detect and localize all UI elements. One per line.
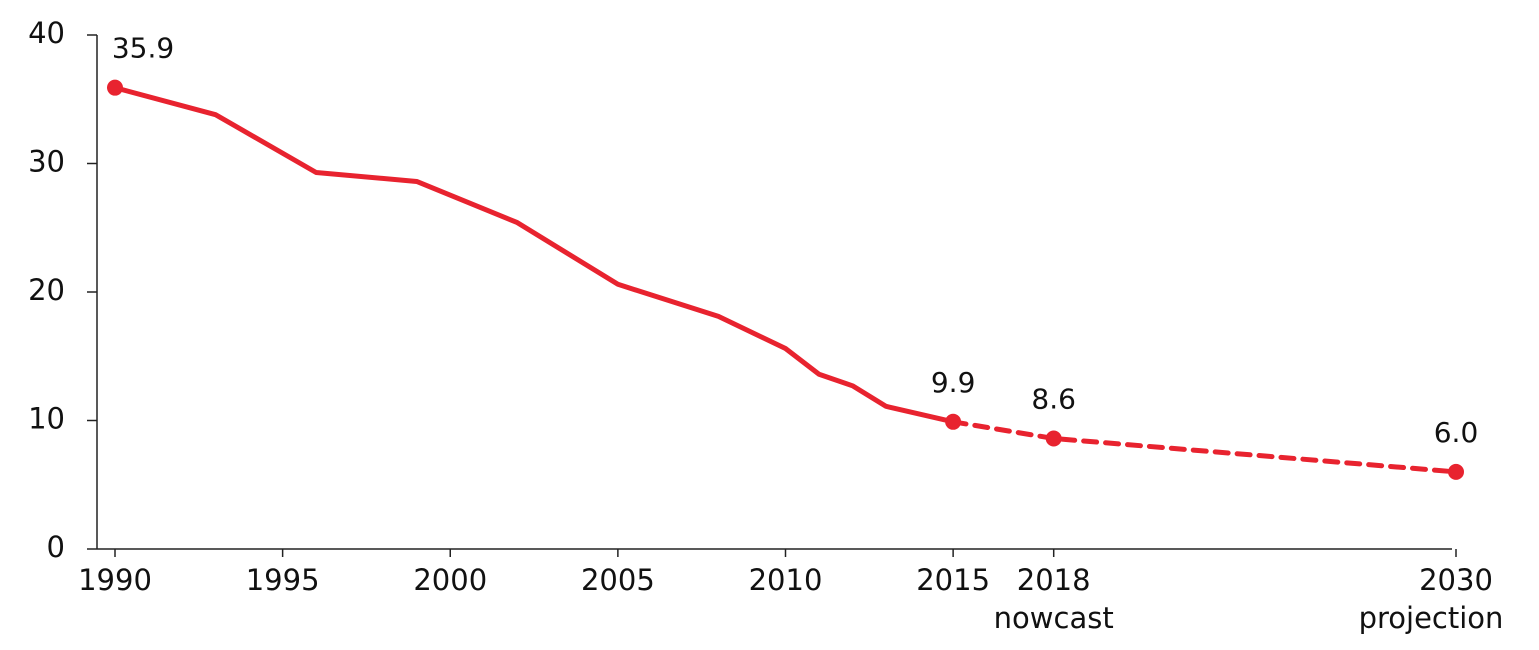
data-point-label: 9.9 (931, 366, 976, 399)
x-tick-label: 2018 (1017, 563, 1091, 597)
series-layer (112, 85, 1459, 475)
x-ticks: 1990 1995 2000 2005 2010 2015 2018 nowcast 2030 p… (78, 549, 1503, 635)
data-point-label: 6.0 (1434, 416, 1479, 449)
x-tick-label: 1990 (78, 563, 152, 597)
y-tick-label: 40 (28, 16, 65, 50)
y-ticks: 0 10 20 30 40 (28, 16, 97, 564)
x-tick-label: 2015 (916, 563, 990, 597)
data-point-marker (1045, 430, 1062, 447)
points-layer: 35.9 9.9 8.6 6.0 (107, 32, 1478, 480)
data-point-label: 35.9 (112, 32, 174, 65)
projection-series-line (950, 419, 1459, 475)
data-point-marker (1448, 463, 1464, 480)
historical-series-line (112, 85, 956, 425)
x-tick-label: 2010 (749, 563, 823, 597)
y-tick-label: 0 (47, 530, 65, 564)
y-tick-label: 10 (28, 402, 65, 436)
x-tick-sublabel: projection (1359, 601, 1504, 635)
x-tick-label: 2030 (1419, 563, 1493, 597)
x-tick-label: 1995 (246, 563, 320, 597)
x-tick-label: 2000 (413, 563, 487, 597)
y-tick-label: 20 (28, 273, 65, 307)
data-point-marker (945, 413, 962, 430)
y-tick-label: 30 (28, 145, 65, 179)
data-point-marker (107, 79, 123, 96)
x-tick-label: 2005 (581, 563, 655, 597)
data-point-label: 8.6 (1031, 382, 1076, 415)
x-tick-sublabel: nowcast (994, 601, 1114, 635)
